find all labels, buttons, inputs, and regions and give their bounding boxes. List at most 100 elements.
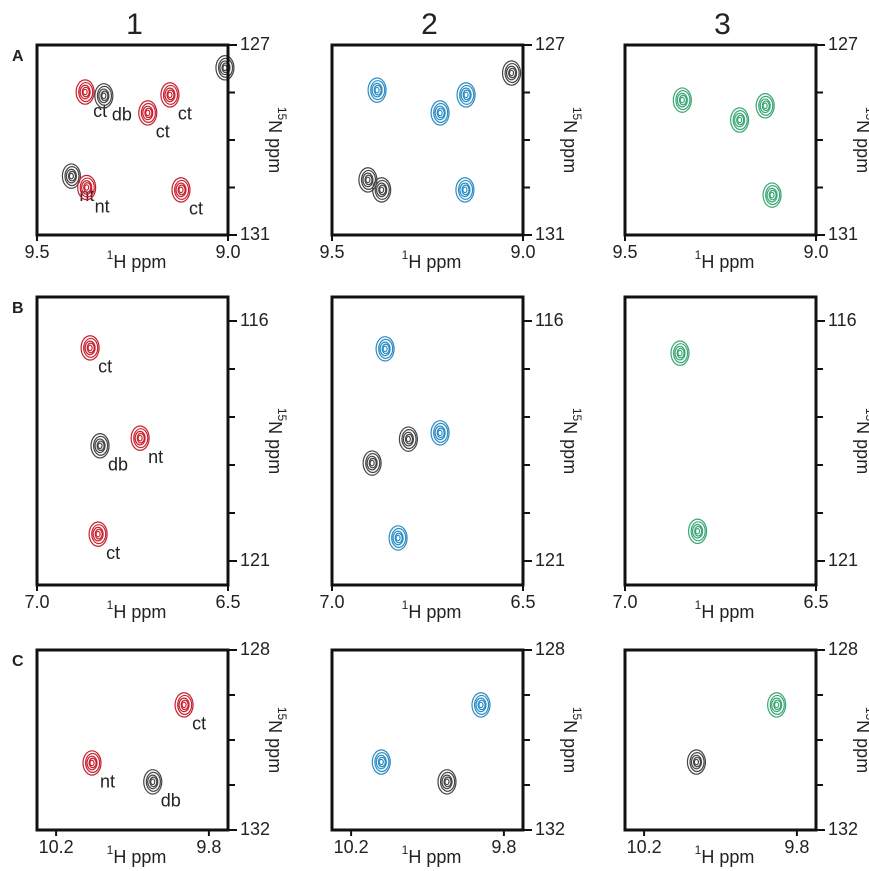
y-axis-label: 15N ppm xyxy=(560,707,584,773)
column-header: 1 xyxy=(126,8,143,41)
peak-contour xyxy=(686,749,707,775)
peak-contour xyxy=(693,758,700,766)
peak-contour xyxy=(374,86,380,94)
peak xyxy=(215,55,235,81)
peak xyxy=(456,82,476,108)
peak-contour xyxy=(401,429,417,450)
peak-contour xyxy=(676,347,685,359)
peak xyxy=(471,692,491,718)
y-axis-label-text: N ppm xyxy=(265,120,285,173)
peak xyxy=(729,107,750,133)
row-label: B xyxy=(12,300,24,317)
peak-contour xyxy=(758,95,774,116)
peak-contour xyxy=(455,177,475,203)
x-axis-label: 1H ppm xyxy=(402,843,462,867)
peak-contour xyxy=(371,749,391,775)
peak-contour xyxy=(501,60,522,86)
peak-contour xyxy=(444,778,450,786)
peak-contour xyxy=(160,82,180,108)
peak-contour xyxy=(678,94,688,106)
y-axis-label-text: N ppm xyxy=(853,120,869,173)
peak-contour xyxy=(441,774,453,790)
x-axis-label-sup: 1 xyxy=(695,248,702,262)
x-axis-label-sup: 1 xyxy=(402,843,409,857)
peak xyxy=(388,525,408,551)
y-axis-label-text: N ppm xyxy=(265,720,285,773)
peak-contour xyxy=(755,93,775,119)
peak-contour xyxy=(461,184,470,196)
peak-contour xyxy=(88,521,108,547)
peak-contour xyxy=(142,105,154,121)
peak-contour xyxy=(100,90,109,102)
peak xyxy=(358,167,378,193)
x-axis-label-text: H ppm xyxy=(701,847,754,867)
x-tick-label: 6.5 xyxy=(215,592,240,612)
peak-contour xyxy=(86,755,98,771)
y-axis-label-sup: 15 xyxy=(275,707,289,721)
peak xyxy=(94,83,114,109)
y-axis-label-text: N ppm xyxy=(853,720,869,773)
peak-contour xyxy=(378,338,394,359)
peak-contour xyxy=(375,336,395,362)
peak-contour xyxy=(766,187,778,203)
peak-contour xyxy=(143,769,163,795)
peak-contour xyxy=(150,778,156,786)
x-tick-label: 9.0 xyxy=(803,242,828,262)
peak-contour xyxy=(368,457,377,469)
panel-frame xyxy=(330,295,525,587)
panel-frame xyxy=(623,648,818,832)
peak xyxy=(687,518,708,544)
peak xyxy=(362,450,382,476)
peak-contour xyxy=(676,92,688,108)
peak-contour xyxy=(457,179,474,200)
peak xyxy=(171,177,191,203)
peak-contour xyxy=(459,182,471,198)
y-tick-label: 127 xyxy=(240,34,270,54)
peak-contour xyxy=(761,100,770,112)
y-tick-label: 116 xyxy=(240,310,269,330)
peak-contour xyxy=(373,84,382,96)
peak-contour xyxy=(67,170,77,182)
peak xyxy=(90,433,110,459)
peak-label: ct xyxy=(98,357,112,377)
peak-contour xyxy=(402,431,414,447)
x-tick-label: 9.0 xyxy=(510,242,535,262)
peak-contour xyxy=(94,83,114,109)
peak xyxy=(80,335,100,361)
peak-contour xyxy=(769,191,775,199)
y-tick-label: 121 xyxy=(535,550,565,570)
peak-contour xyxy=(365,453,381,474)
peak-contour xyxy=(773,699,782,711)
peak-contour xyxy=(508,67,517,79)
peak-contour xyxy=(675,90,691,111)
peak-contour xyxy=(670,340,690,366)
peak-contour xyxy=(692,756,702,768)
peak-contour xyxy=(392,530,404,546)
peak xyxy=(61,163,81,189)
x-tick-label: 9.5 xyxy=(612,242,637,262)
peak xyxy=(767,692,787,718)
x-tick-label: 6.5 xyxy=(803,592,828,612)
peak-contour xyxy=(84,340,96,356)
peak-contour xyxy=(177,694,193,715)
peak-contour xyxy=(82,88,88,96)
peak-contour xyxy=(462,89,471,101)
peak-contour xyxy=(677,349,683,357)
y-tick-label: 116 xyxy=(535,310,564,330)
peak-contour xyxy=(456,82,476,108)
peak-contour xyxy=(434,425,446,441)
peak-contour xyxy=(736,116,743,124)
y-tick-label: 121 xyxy=(240,550,270,570)
peak-contour xyxy=(133,428,149,449)
peak-contour xyxy=(171,177,191,203)
peak-contour xyxy=(162,84,179,105)
peak-contour xyxy=(215,55,235,81)
peak-contour xyxy=(376,182,388,198)
peak-contour xyxy=(94,438,106,454)
x-tick-label: 9.8 xyxy=(196,837,221,857)
peak-contour xyxy=(92,526,104,542)
peak xyxy=(372,177,392,203)
peak-contour xyxy=(477,699,486,711)
peak xyxy=(755,93,775,119)
